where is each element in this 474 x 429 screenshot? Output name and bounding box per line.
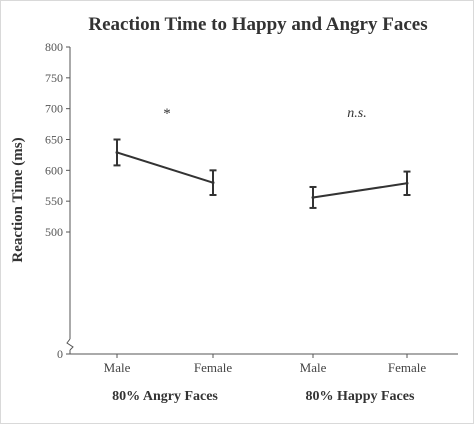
y-tick-label: 550 bbox=[45, 194, 63, 208]
y-tick-label: 600 bbox=[45, 163, 63, 177]
y-tick-label: 650 bbox=[45, 133, 63, 147]
significance-annotation: n.s. bbox=[347, 106, 366, 121]
series-line bbox=[116, 151, 214, 184]
chart-marks: * n.s. bbox=[113, 106, 411, 209]
significance-annotation: * bbox=[163, 106, 171, 122]
x-tick-label: Female bbox=[194, 360, 232, 375]
y-tick-label: 800 bbox=[45, 40, 63, 54]
x-tick-label: Male bbox=[104, 360, 131, 375]
y-tick-label: 750 bbox=[45, 71, 63, 85]
y-axis-label: Reaction Time (ms) bbox=[10, 137, 26, 262]
series-line bbox=[312, 182, 408, 199]
group-label: 80% Angry Faces bbox=[112, 389, 218, 404]
data-point bbox=[115, 150, 119, 154]
x-tick-label: Female bbox=[388, 360, 426, 375]
data-point bbox=[211, 181, 215, 185]
y-tick-label: 500 bbox=[45, 225, 63, 239]
group-label: 80% Happy Faces bbox=[306, 389, 415, 404]
y-tick-label: 0 bbox=[57, 347, 63, 361]
axis-break-mark bbox=[66, 338, 74, 351]
data-point bbox=[405, 181, 409, 185]
axes: 0 500 550 600 650 700 750 800 Male Female 80% Angr… bbox=[45, 40, 458, 404]
data-point bbox=[311, 195, 315, 199]
chart-title: Reaction Time to Happy and Angry Faces bbox=[88, 14, 427, 35]
y-tick-label: 700 bbox=[45, 102, 63, 116]
x-tick-label: Male bbox=[300, 360, 327, 375]
